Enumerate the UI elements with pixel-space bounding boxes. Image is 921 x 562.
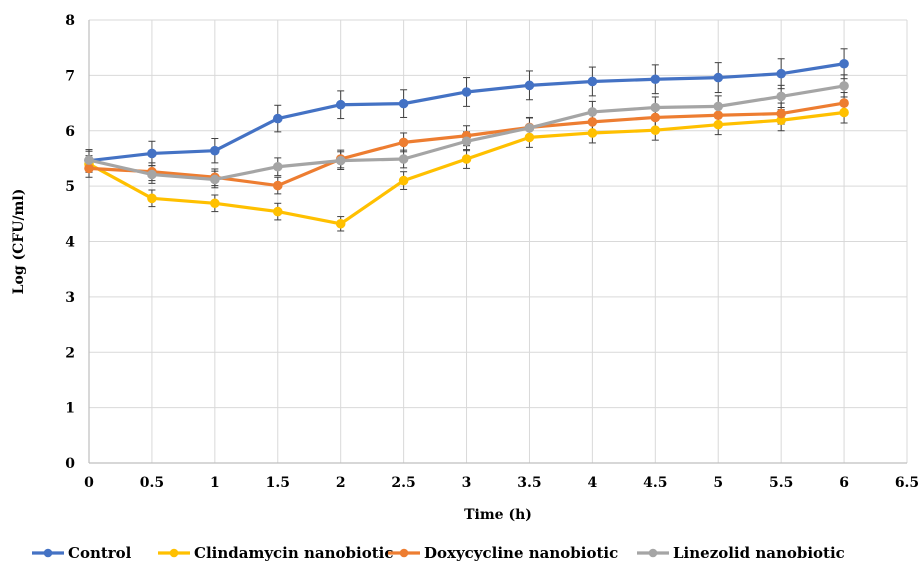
x-tick-label: 4 — [588, 475, 598, 491]
x-tick-label: 0 — [84, 475, 94, 491]
data-point — [776, 91, 786, 102]
y-tick-label: 5 — [65, 179, 75, 195]
data-point — [398, 98, 409, 109]
axes — [88, 20, 907, 464]
y-tick-label: 2 — [65, 345, 75, 361]
x-tick-label: 2 — [336, 475, 346, 491]
legend-label: Doxycycline nanobiotic — [424, 544, 618, 562]
legend-swatch-marker — [43, 548, 53, 558]
data-point — [398, 175, 409, 186]
data-point — [84, 163, 94, 174]
data-point — [461, 154, 472, 164]
data-point — [776, 68, 786, 79]
data-point — [650, 74, 661, 85]
x-tick-label: 1.5 — [266, 475, 290, 491]
y-tick-label: 8 — [65, 13, 75, 29]
data-point — [210, 145, 220, 156]
legend-label: Control — [68, 544, 132, 562]
x-tick-label: 6 — [839, 475, 849, 491]
data-point — [147, 193, 157, 204]
x-tick-label: 4.5 — [643, 475, 667, 491]
data-point — [839, 58, 849, 69]
data-point — [210, 198, 220, 209]
data-point — [713, 72, 724, 83]
data-point — [587, 128, 598, 138]
legend-swatch-marker — [648, 548, 658, 558]
y-tick-label: 0 — [65, 456, 75, 472]
y-tick-label: 1 — [65, 401, 75, 417]
y-tick-label: 6 — [65, 124, 75, 140]
x-tick-label: 0.5 — [140, 475, 164, 491]
series-lines — [84, 58, 849, 229]
data-point — [839, 81, 849, 91]
data-point — [587, 76, 598, 87]
data-point — [335, 99, 346, 110]
data-point — [587, 107, 598, 117]
data-point — [398, 137, 409, 148]
data-point — [272, 206, 283, 217]
y-tick-label: 3 — [65, 290, 75, 306]
data-point — [335, 218, 346, 229]
data-point — [84, 155, 94, 165]
data-point — [650, 102, 661, 113]
data-point — [524, 123, 535, 133]
x-tick-label: 5.5 — [769, 475, 793, 491]
data-point — [461, 87, 472, 97]
data-point — [839, 98, 849, 108]
data-point — [650, 112, 661, 123]
data-point — [272, 161, 283, 172]
data-point — [147, 169, 157, 180]
x-tick-label: 3.5 — [517, 475, 541, 491]
x-tick-label: 1 — [210, 475, 220, 491]
data-point — [272, 180, 283, 191]
x-tick-label: 3 — [462, 475, 472, 491]
y-tick-label: 7 — [65, 68, 75, 84]
x-tick-label: 6.5 — [895, 475, 919, 491]
data-point — [713, 110, 724, 121]
x-tick-label: 2.5 — [391, 475, 415, 491]
data-point — [335, 155, 346, 166]
legend: Control Clindamycin nanobiotic Doxycycline… — [32, 544, 845, 562]
x-axis-title: Time (h) — [464, 507, 532, 523]
grid — [89, 19, 908, 463]
tick-labels: 0 1 2 3 4 5 6 7 8 0 0.5 1 1.5 2 2.5 3 3.5 4 4.5 5 5.5 6 6.5 — [65, 13, 919, 491]
data-point — [776, 108, 786, 119]
legend-swatch-marker — [399, 548, 409, 558]
data-point — [461, 136, 472, 147]
data-point — [587, 117, 598, 127]
data-point — [147, 148, 157, 159]
legend-swatch-marker — [169, 548, 179, 558]
data-point — [839, 107, 849, 118]
data-point — [524, 80, 535, 91]
data-point — [524, 132, 535, 143]
legend-label: Clindamycin nanobiotic — [194, 544, 393, 562]
data-point — [398, 154, 409, 164]
data-point — [210, 174, 220, 185]
data-point — [713, 101, 724, 112]
data-point — [272, 113, 283, 124]
legend-label: Linezolid nanobiotic — [673, 544, 845, 562]
y-axis-title: Log (CFU/ml) — [11, 189, 27, 295]
data-point — [713, 119, 724, 130]
x-tick-label: 5 — [713, 475, 723, 491]
data-point — [650, 125, 661, 135]
y-tick-label: 4 — [65, 235, 75, 251]
